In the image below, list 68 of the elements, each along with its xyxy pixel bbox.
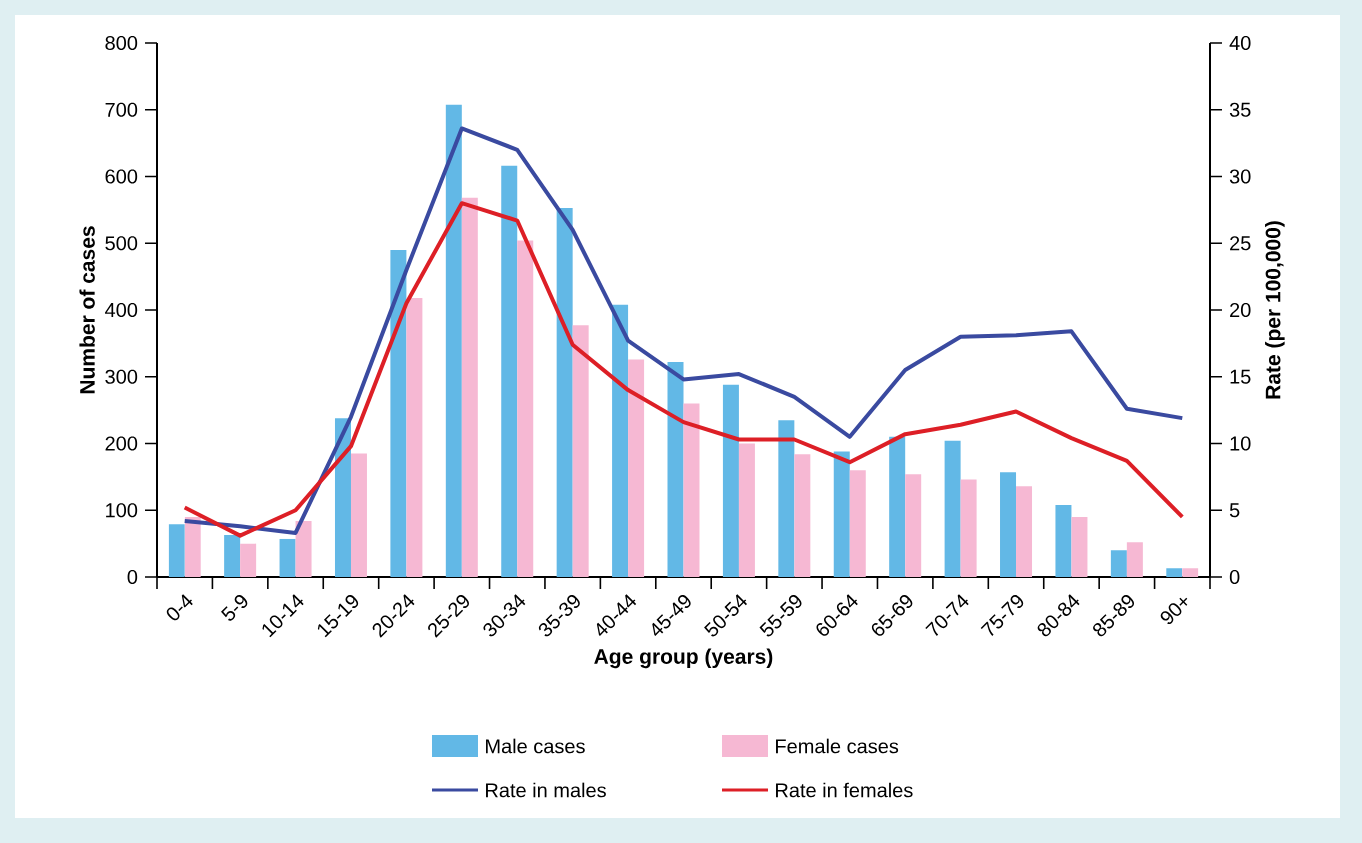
bar [224,534,241,577]
y-tick-label: 100 [106,503,138,518]
y2-tick-label: 15 [1230,369,1251,384]
y-tick-label: 0 [127,569,138,585]
bar [1055,504,1072,577]
bar [445,104,462,577]
bar [556,207,573,577]
x-tick-label: 90+ [1160,597,1188,625]
line-series [182,126,1185,535]
bar [517,240,534,577]
bar [944,440,961,577]
bar [905,474,922,577]
y-tick-label: 200 [105,436,138,451]
bar [350,453,367,577]
y-tick-label: 800 [105,35,138,51]
bar [738,443,755,577]
y2-tick-label: 35 [1229,102,1251,117]
bar [240,543,257,577]
y2-axis-title: Rate (per 100,000) [1265,221,1285,399]
legend-label: Female cases [776,738,899,754]
bar [833,451,850,577]
bar [279,538,296,577]
y2-tick-label: 40 [1229,35,1251,51]
bar [612,304,629,577]
bar [667,362,684,577]
bar [1071,516,1088,577]
bar [1166,568,1183,577]
bar [683,403,700,577]
legend-label: Rate in females [776,782,913,798]
bar [1182,568,1199,577]
line-series [182,201,1185,538]
bar [1110,550,1127,577]
bar [628,359,645,577]
bar [461,197,478,577]
y-tick-label: 600 [105,169,138,184]
bar [1126,542,1143,577]
y-tick-label: 400 [105,302,138,318]
y2-tick-label: 5 [1229,503,1240,518]
y-axis-title: Number of cases [79,226,95,394]
y-tick-label: 700 [105,102,138,117]
bar [390,249,407,577]
bar [406,297,423,577]
y-tick-label: 300 [105,369,138,384]
x-tick-label: 0-4 [166,594,193,621]
x-axis-title: Age group (years) [594,648,773,669]
bar [1000,472,1017,577]
bar [572,325,589,577]
y2-tick-label: 30 [1229,169,1251,184]
y2-tick-label: 25 [1230,236,1251,251]
bar [889,436,906,577]
y2-tick-label: 0 [1229,569,1240,585]
bar [295,520,312,577]
bar [722,384,739,577]
bar [794,454,811,577]
legend-label: Rate in males [486,782,606,798]
bar [184,516,201,577]
legend-label: Male cases [486,738,585,754]
x-tick-label: 5-9 [221,595,248,621]
bar [501,165,518,577]
bar [168,524,185,577]
bar [1016,486,1033,577]
bar [849,470,866,577]
bar [778,420,795,577]
bar [960,479,977,577]
bar [334,418,351,577]
y2-tick-label: 10 [1230,436,1251,451]
y2-tick-label: 20 [1230,302,1251,318]
y-tick-label: 500 [105,236,138,251]
